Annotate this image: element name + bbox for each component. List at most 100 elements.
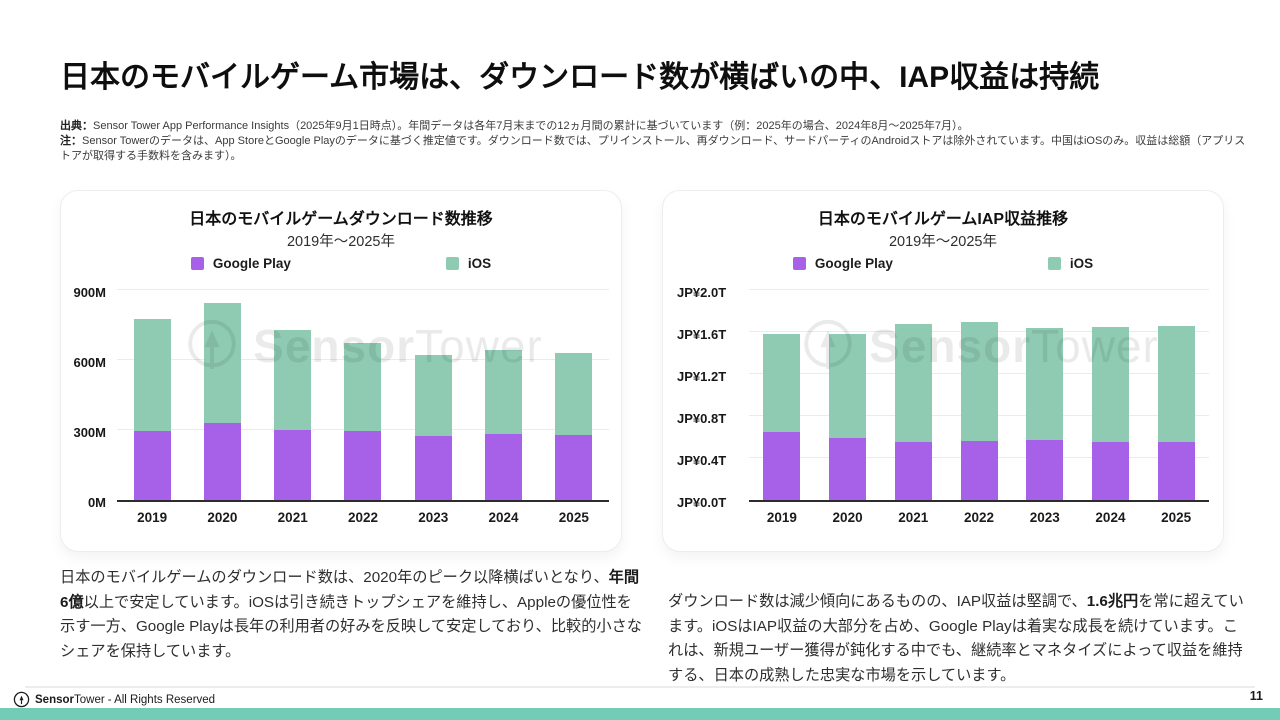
bar-segment-google-play [894, 442, 932, 500]
bar-segment-ios [1026, 327, 1064, 441]
source-note-line: 出典：Sensor Tower App Performance Insights… [60, 119, 1248, 134]
bar-segment-ios [894, 323, 932, 443]
bar-segment-google-play [203, 423, 241, 500]
note-text: Sensor Towerのデータは、App StoreとGoogle Playの… [60, 134, 1246, 162]
stacked-bar-2019 [763, 334, 801, 500]
commentary-text: を常に超えています。iOSはIAP収益の大部分を占め、Google Playは着… [668, 593, 1244, 684]
bar-slot [539, 287, 609, 500]
y-axis-tick-label: JP¥1.6T [677, 327, 727, 342]
commentary-highlight: 1.6兆円 [1086, 593, 1139, 610]
bar-segment-google-play [763, 431, 801, 500]
bar-segment-ios [414, 355, 452, 436]
legend-label: iOS [1069, 256, 1094, 271]
bar-segment-ios [1157, 325, 1195, 443]
legend-item-google-play: Google Play [792, 256, 893, 271]
y-axis-tick-label: JP¥0.4T [677, 453, 727, 468]
stacked-bar-2020 [829, 334, 867, 500]
x-axis-category-label: 2020 [207, 510, 238, 525]
legend-swatch [445, 257, 459, 270]
downloads-plot-area: SensorTower [117, 287, 609, 502]
gridline [117, 289, 609, 290]
bar-slot [258, 287, 328, 500]
bar-segment-ios [203, 302, 241, 423]
legend-label: Google Play [212, 256, 291, 271]
y-axis-tick-label: JP¥0.8T [677, 411, 727, 426]
stacked-bar-2024 [1091, 326, 1129, 500]
bottom-accent-bar [0, 708, 1280, 720]
bar-segment-google-play [133, 431, 171, 500]
bar-segment-ios [960, 321, 998, 442]
y-axis-tick-label: 300M [73, 425, 106, 440]
x-axis-category-label: 2021 [898, 510, 929, 525]
source-text: Sensor Tower App Performance Insights（20… [93, 120, 969, 132]
y-axis-tick-label: 600M [73, 355, 106, 370]
legend-label: iOS [467, 256, 492, 271]
x-axis-category-label: 2024 [488, 510, 519, 525]
page-number: 11 [1249, 689, 1263, 703]
method-note-line: 注：Sensor Towerのデータは、App StoreとGoogle Pla… [60, 134, 1248, 164]
commentary-text: ダウンロード数は減少傾向にあるものの、IAP収益は堅調で、 [668, 593, 1087, 610]
bar-segment-google-play [1091, 442, 1129, 500]
bar-slot [468, 287, 538, 500]
sensor-tower-logo-icon [13, 691, 30, 708]
bar-segment-ios [485, 349, 523, 434]
stacked-bar-2022 [344, 342, 382, 500]
stacked-bar-2019 [133, 319, 171, 500]
bar-segment-ios [274, 329, 312, 430]
footer-brand-text: SensorTower - All Rights Reserved [35, 693, 216, 706]
revenue-chart-card: 日本のモバイルゲームIAP収益推移 2019年～2025年 Google Pla… [662, 190, 1224, 552]
bar-slot [815, 287, 881, 500]
stacked-bar-2022 [960, 321, 998, 500]
legend-swatch [190, 257, 204, 270]
page-title: 日本のモバイルゲーム市場は、ダウンロード数が横ばいの中、IAP収益は持続 [60, 61, 1100, 94]
revenue-chart-title: 日本のモバイルゲームIAP収益推移 [817, 211, 1069, 228]
downloads-y-axis: 0M 300M 600M 900M [61, 285, 115, 510]
bar-segment-google-play [829, 438, 867, 500]
downloads-chart-plot-region: 0M 300M 600M 900M SensorTower [61, 285, 621, 510]
stacked-bar-2021 [894, 323, 932, 500]
y-axis-tick-label: JP¥1.2T [677, 369, 727, 384]
bar-segment-google-play [1026, 440, 1064, 500]
revenue-x-axis: 2019 2020 2021 2022 2023 2024 2025 [749, 510, 1209, 525]
legend-swatch [792, 257, 806, 270]
x-axis-category-label: 2023 [1029, 510, 1060, 525]
bar-slot [1012, 287, 1078, 500]
stacked-bar-2025 [1157, 325, 1195, 500]
legend-item-ios: iOS [1047, 256, 1094, 271]
downloads-commentary: 日本のモバイルゲームのダウンロード数は、2020年のピーク以降横ばいとなり、年間… [60, 566, 646, 664]
x-axis-category-label: 2025 [1161, 510, 1192, 525]
stacked-bar-2024 [485, 349, 523, 500]
bar-slot [398, 287, 468, 500]
gridline [749, 289, 1209, 290]
legend-item-google-play: Google Play [190, 256, 291, 271]
revenue-plot-area: SensorTower [749, 287, 1209, 502]
x-axis-category-label: 2021 [277, 510, 308, 525]
downloads-bars [117, 287, 609, 500]
revenue-chart-legend: Google Play iOS [663, 256, 1223, 271]
revenue-chart-plot-region: JP¥0.0T JP¥0.4T JP¥0.8T JP¥1.2T JP¥1.6T JP¥2.… [663, 285, 1223, 510]
revenue-bars [749, 287, 1209, 500]
bar-slot [1078, 287, 1144, 500]
x-axis-category-label: 2025 [558, 510, 589, 525]
legend-item-ios: iOS [445, 256, 492, 271]
y-axis-tick-label: 0M [87, 495, 106, 510]
x-axis-category-label: 2024 [1095, 510, 1126, 525]
stacked-bar-2023 [414, 355, 452, 500]
revenue-chart-subtitle: 2019年～2025年 [888, 234, 997, 250]
commentary-text: 以上で安定しています。iOSは引き続きトップシェアを維持し、Appleの優位性を… [60, 593, 642, 660]
x-axis-category-label: 2020 [832, 510, 863, 525]
bar-segment-google-play [960, 441, 998, 500]
x-axis-category-label: 2019 [766, 510, 797, 525]
bar-slot [187, 287, 257, 500]
bar-segment-ios [344, 342, 382, 432]
bar-slot [328, 287, 398, 500]
source-label: 出典： [60, 120, 93, 132]
commentary-text: 日本のモバイルゲームのダウンロード数は、2020年のピーク以降横ばいとなり、 [60, 569, 609, 586]
downloads-chart-subtitle: 2019年～2025年 [286, 234, 395, 250]
bar-slot [880, 287, 946, 500]
x-axis-category-label: 2022 [347, 510, 378, 525]
bar-segment-ios [133, 319, 171, 432]
revenue-y-axis: JP¥0.0T JP¥0.4T JP¥0.8T JP¥1.2T JP¥1.6T JP¥2.… [663, 285, 747, 510]
y-axis-tick-label: JP¥0.0T [677, 495, 727, 510]
bar-segment-google-play [555, 434, 593, 500]
